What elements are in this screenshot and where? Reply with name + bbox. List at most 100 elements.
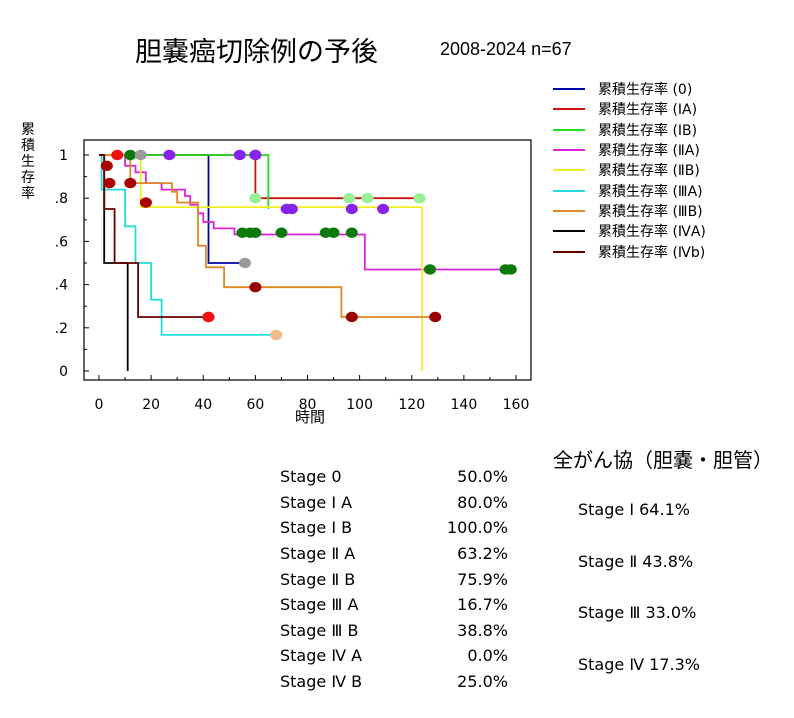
reference-row: Stage Ⅲ 33.0% xyxy=(578,603,697,622)
legend-item: 累積生存率 (ⅢA) xyxy=(553,180,706,200)
legend-label: 累積生存率 (ⅡA) xyxy=(598,143,700,160)
censor-marker xyxy=(345,311,358,323)
censor-marker xyxy=(249,281,262,293)
y-axis-label-char: 累 xyxy=(21,122,35,138)
censor-marker xyxy=(275,227,288,238)
legend-item: 累積生存率 (ⅣA) xyxy=(553,221,706,241)
x-tick-label: 20 xyxy=(142,397,160,413)
legend-swatch xyxy=(553,250,585,253)
legend-label: 累積生存率 (0) xyxy=(598,82,693,99)
stage-value: 75.9% xyxy=(457,569,508,589)
legend-swatch xyxy=(553,169,585,172)
censor-marker xyxy=(285,203,298,215)
plot-frame xyxy=(83,139,532,381)
censor-marker xyxy=(238,257,251,269)
x-tick-label: 100 xyxy=(346,397,373,413)
legend-item: 累積生存率 (ⅢB) xyxy=(553,201,706,221)
x-tick-label: 0 xyxy=(95,397,104,413)
censor-marker xyxy=(124,149,137,161)
stage-row: Stage Ⅲ A 16.7% xyxy=(280,592,508,618)
legend-swatch xyxy=(553,230,585,233)
y-tick-label: 0 xyxy=(59,364,68,380)
stage-name: Stage Ⅳ A xyxy=(280,646,363,666)
stage-name: Stage 0 xyxy=(280,467,342,487)
stage-value: 100.0% xyxy=(446,518,508,538)
survival-chart: 0 .2 .4 .6 .8 1 0 20 40 60 80 100 120 140 160 時間 xyxy=(55,139,532,426)
censor-marker xyxy=(413,193,426,204)
censor-marker xyxy=(249,193,262,204)
censor-marker xyxy=(103,177,116,189)
y-tick-label: .2 xyxy=(55,321,68,337)
survival-curve xyxy=(99,154,209,318)
y-axis-label: 累積生存率 xyxy=(18,122,38,202)
censor-marker xyxy=(163,149,176,161)
legend-label: 累積生存率 (ⅠA) xyxy=(598,102,698,119)
legend-label: 累積生存率 (Ⅳb) xyxy=(598,244,706,261)
stage-value: 80.0% xyxy=(457,492,508,512)
x-tick-label: 140 xyxy=(451,397,478,413)
legend-label: 累積生存率 (ⅢB) xyxy=(598,203,703,220)
censor-marker xyxy=(361,193,374,204)
stage-value: 50.0% xyxy=(457,467,508,487)
survival-curve xyxy=(99,154,506,271)
censor-marker xyxy=(504,264,517,275)
chart-title: 胆嚢癌切除例の予後 xyxy=(135,37,378,68)
x-axis-label: 時間 xyxy=(295,408,325,426)
y-axis-label-char: 率 xyxy=(21,186,35,202)
legend-item: 累積生存率 (ⅡA) xyxy=(553,140,706,160)
legend-swatch xyxy=(553,108,585,111)
legend-item: 累積生存率 (0) xyxy=(553,79,706,99)
censor-marker xyxy=(249,227,262,238)
censor-marker xyxy=(327,227,340,238)
stage-name: Stage Ⅰ A xyxy=(280,492,353,512)
stage-value: 63.2% xyxy=(457,544,508,564)
legend-label: 累積生存率 (ⅣA) xyxy=(598,224,706,241)
x-tick-label: 40 xyxy=(194,397,212,413)
censor-marker xyxy=(139,197,152,208)
survival-curve xyxy=(99,154,277,336)
survival-curve xyxy=(99,154,420,200)
stage-row: Stage Ⅳ B 25.0% xyxy=(280,669,508,695)
legend-item: 累積生存率 (ⅠA) xyxy=(553,99,706,119)
stage-row: Stage Ⅰ B 100.0% xyxy=(280,515,508,541)
censor-marker xyxy=(100,160,113,171)
legend-label: 累積生存率 (ⅠB) xyxy=(598,122,698,139)
legend-swatch xyxy=(553,88,585,91)
stage-value: 38.8% xyxy=(457,620,508,640)
stage-row: Stage 0 50.0% xyxy=(280,464,508,490)
censor-marker xyxy=(345,227,358,238)
stage-survival-table: Stage 0 50.0% Stage Ⅰ A 80.0% Stage Ⅰ B 100… xyxy=(280,464,508,694)
censor-marker xyxy=(423,264,436,275)
legend: 累積生存率 (0) 累積生存率 (ⅠA) 累積生存率 (ⅠB) 累積生存率 (Ⅱ… xyxy=(553,79,706,262)
y-tick-label: .8 xyxy=(55,191,68,207)
censor-marker xyxy=(377,203,390,215)
stage-row: Stage Ⅱ B 75.9% xyxy=(280,566,508,592)
stage-name: Stage Ⅳ B xyxy=(280,672,363,692)
y-tick-label: .4 xyxy=(55,278,68,294)
censor-marker xyxy=(270,329,283,341)
x-tick-label: 80 xyxy=(299,397,317,413)
censor-marker xyxy=(233,149,246,161)
legend-swatch xyxy=(553,189,585,192)
reference-row: Stage Ⅰ 64.1% xyxy=(578,500,690,519)
stage-name: Stage Ⅲ B xyxy=(280,620,359,640)
censor-marker xyxy=(134,149,147,161)
reference-row: Stage Ⅱ 43.8% xyxy=(578,552,694,571)
censor-marker xyxy=(343,193,356,204)
y-tick-label: .6 xyxy=(55,234,68,250)
legend-swatch xyxy=(553,209,585,212)
legend-label: 累積生存率 (ⅡB) xyxy=(598,163,700,180)
stage-row: Stage Ⅳ A 0.0% xyxy=(280,643,508,669)
stage-row: Stage Ⅱ A 63.2% xyxy=(280,541,508,567)
stage-row: Stage Ⅰ A 80.0% xyxy=(280,490,508,516)
stage-value: 16.7% xyxy=(457,595,508,615)
stage-value: 25.0% xyxy=(457,672,508,692)
legend-label: 累積生存率 (ⅢA) xyxy=(598,183,703,200)
stage-name: Stage Ⅱ A xyxy=(280,544,356,564)
chart-subtitle: 2008-2024 n=67 xyxy=(440,39,572,59)
censor-marker xyxy=(429,311,442,323)
legend-item: 累積生存率 (ⅠB) xyxy=(553,120,706,140)
stage-row: Stage Ⅲ B 38.8% xyxy=(280,618,508,644)
censor-marker xyxy=(249,149,262,161)
survival-curve xyxy=(99,154,270,209)
